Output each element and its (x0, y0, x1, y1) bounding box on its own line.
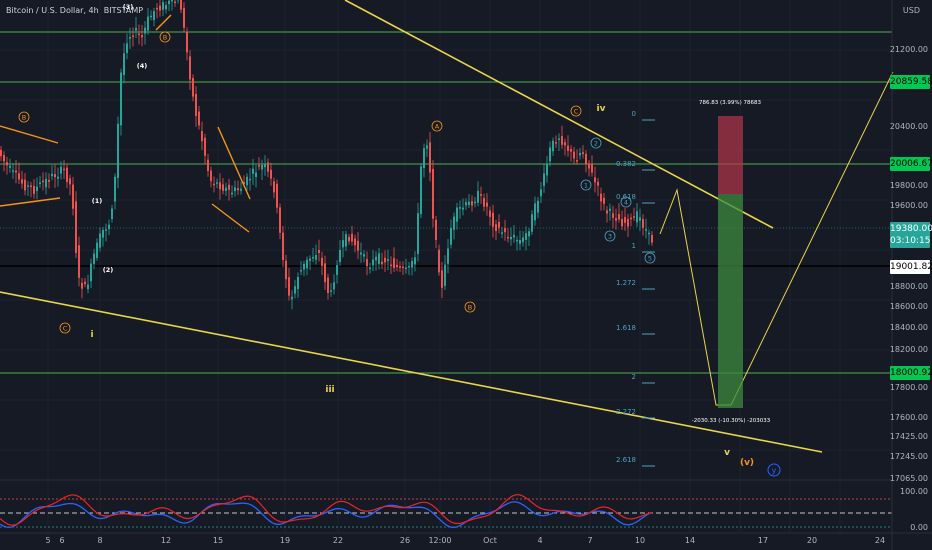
wave-circle (431, 120, 443, 132)
wave-circle (620, 196, 632, 208)
wave-label: (2) (103, 266, 113, 274)
date-axis-label: 26 (399, 536, 411, 545)
fib-label: 1.618 (616, 324, 636, 332)
fib-label: 1 (632, 242, 636, 250)
wave-circle-label: B (468, 304, 472, 312)
price-axis-label: 21200.00 (889, 45, 928, 54)
measure-bottom: -2030.33 (-10.30%) -203033 (692, 418, 771, 424)
price-tag: 20859.58 (890, 75, 932, 89)
wave-circle-label: 5 (648, 255, 652, 263)
currency-label: USD (902, 6, 920, 15)
price-tag: 18000.92 (890, 366, 932, 380)
wave-circle (59, 322, 71, 334)
price-tag: 19001.82 (890, 260, 932, 274)
price-tag: 03:10:15 (890, 234, 931, 248)
fib-label: 2.618 (616, 456, 636, 464)
orange-wedges (0, 14, 251, 233)
wave-circle (159, 31, 171, 43)
osc-axis-label: 0.00 (910, 523, 928, 532)
price-axis-label: 20400.00 (889, 122, 928, 131)
wave-label: (4) (137, 62, 147, 70)
wave-circle-label: 1 (584, 182, 588, 190)
price-axis-label: 18200.00 (889, 345, 928, 354)
fib-label: 0.382 (616, 160, 636, 168)
price-axis-label: 18400.00 (889, 323, 928, 332)
wave-label: i (90, 330, 93, 340)
date-axis-label: 14 (684, 536, 696, 545)
wave-circle (644, 252, 656, 264)
wave-circle-label: y (772, 466, 777, 475)
date-axis-label: 12:00 (428, 536, 452, 545)
fib-label: 1.272 (616, 279, 636, 287)
wave-circle (18, 111, 30, 123)
price-axis-label: 19800.00 (889, 181, 928, 190)
measure-top: 786.83 (3.99%) 78683 (699, 100, 762, 106)
date-axis-label: 24 (874, 536, 886, 545)
fib-label: 0 (632, 110, 636, 118)
wave-circle (767, 463, 781, 477)
wave-circle-label: C (63, 325, 68, 333)
price-axis-label: 18800.00 (889, 282, 928, 291)
date-axis-label: 7 (587, 536, 593, 545)
wave-circle (604, 230, 616, 242)
fib-label: 2 (632, 373, 636, 381)
fib-label: 2.272 (616, 408, 636, 416)
date-axis-label: 22 (332, 536, 344, 545)
price-axis-label: 17600.00 (889, 413, 928, 422)
date-axis-label: Oct (483, 536, 497, 545)
date-axis-label: 8 (97, 536, 103, 545)
wave-circle-label: C (574, 108, 579, 116)
wave-label: iv (597, 104, 606, 114)
date-axis-label: 20 (806, 536, 818, 545)
date-axis-label: 10 (634, 536, 646, 545)
oscillator (0, 479, 892, 529)
date-axis-label: 19 (279, 536, 291, 545)
price-axis-label: 19600.00 (889, 201, 928, 210)
wave-circle-label: 3 (608, 233, 612, 241)
date-axis-label: 15 (212, 536, 224, 545)
date-axis-label: 4 (537, 536, 543, 545)
wave-circle-label: 4 (624, 199, 628, 207)
wave-label: (3) (123, 3, 133, 11)
wave-circle (464, 301, 476, 313)
chart-title: Bitcoin / U.S. Dollar, 4h, BITSTAMP (6, 6, 144, 15)
wave-circle-label: 2 (594, 140, 598, 148)
wave-circle-label: B (22, 114, 26, 122)
wave-circle (590, 137, 602, 149)
wave-circle-label: B (163, 34, 167, 42)
wave-circle (580, 179, 592, 191)
wave-label: iii (325, 385, 334, 395)
price-axis-label: 18600.00 (889, 302, 928, 311)
wave-label: (1) (92, 197, 102, 205)
trendlines (0, 0, 894, 453)
wave-circle (570, 105, 582, 117)
wave-label: v (724, 448, 730, 458)
osc-axis-label: 100.00 (900, 487, 928, 496)
price-axis-label: 17425.00 (889, 432, 928, 441)
date-axis-label: 17 (757, 536, 769, 545)
price-axis-label: 17245.00 (889, 452, 928, 461)
price-tag: 19380.00 (890, 222, 932, 236)
position-box[interactable] (718, 116, 743, 408)
price-axis-label: 17800.00 (889, 383, 928, 392)
price-tag: 20006.67 (890, 157, 932, 171)
wave-label: (v) (740, 458, 754, 468)
date-axis-label: 6 (59, 536, 65, 545)
date-axis-label: 12 (160, 536, 172, 545)
candles (0, 0, 653, 310)
price-axis-label: 17065.00 (889, 474, 928, 483)
horizontal-levels (0, 31, 892, 374)
wave-labels: (3)(4)(1)(2)iiiiivv(v)BBCABC21435y786.83… (18, 3, 781, 477)
wave-circle-label: A (435, 123, 440, 131)
date-axis-label: 5 (45, 536, 51, 545)
